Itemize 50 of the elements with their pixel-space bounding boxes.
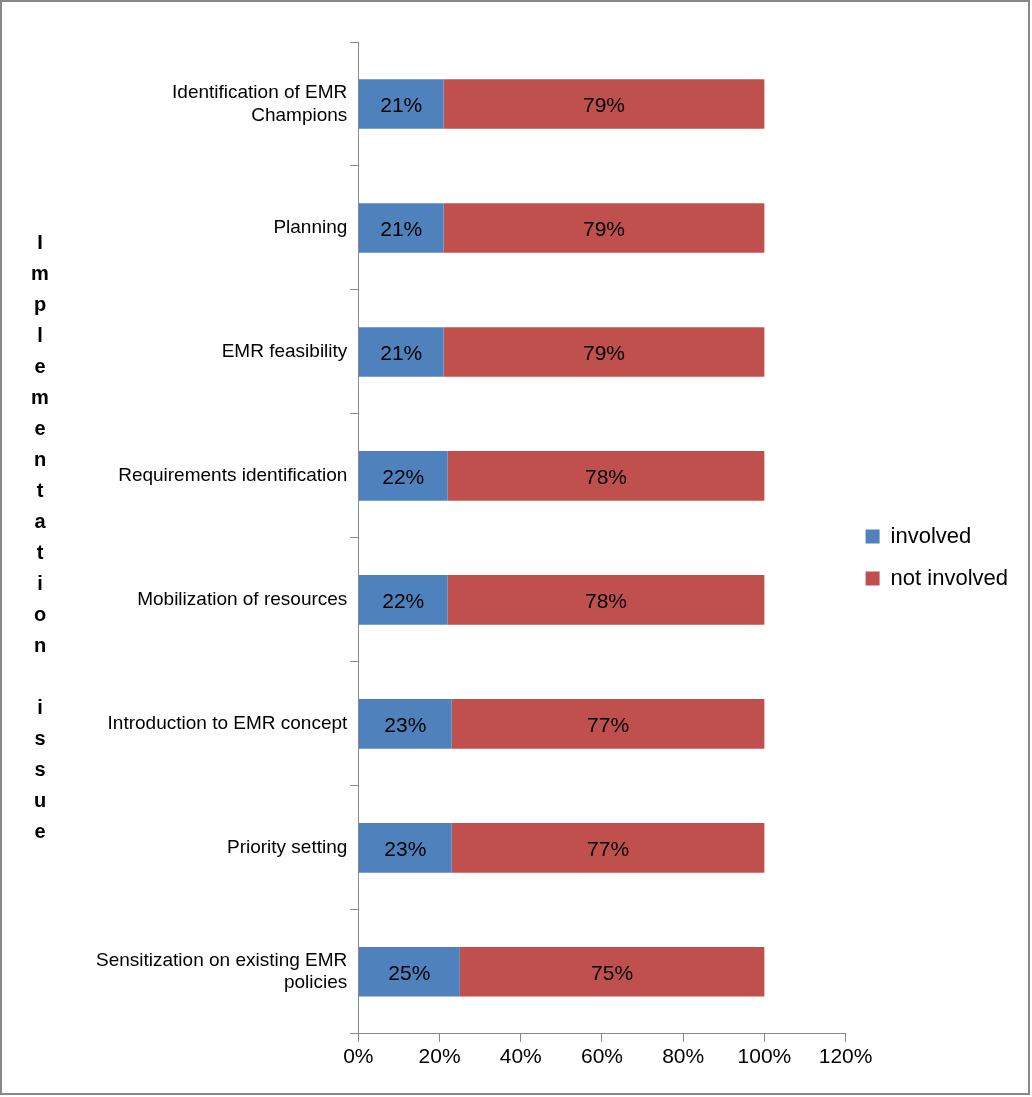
bar [358,327,444,377]
y-tick-label: Planning [273,216,348,238]
y-tick-label: Identification of EMR Champions [172,80,348,125]
bar [451,699,765,749]
x-tick-label: 0% [343,1044,374,1068]
y-tick-label: Priority setting [226,836,348,858]
bar [447,451,765,501]
x-tick-label: 40% [499,1044,542,1068]
bar [358,203,444,253]
data-label: 78% [585,588,628,612]
y-tick-label: Requirements identification [118,464,348,486]
data-label: 21% [380,92,423,116]
data-label: 23% [384,836,427,860]
bar [447,575,765,625]
data-label: 77% [587,712,630,736]
bar [358,451,448,501]
x-tick-label: 100% [737,1044,792,1068]
data-label: 77% [587,836,630,860]
x-tick-label: 80% [662,1044,705,1068]
bar [358,79,444,129]
data-label: 23% [384,712,427,736]
bar [358,575,448,625]
y-tick-label: Sensitization on existing EMR policies [96,948,348,993]
bar [451,823,765,873]
text: Implementation issue [31,230,49,842]
bar [443,79,765,129]
bar [358,699,452,749]
y-tick-label: Introduction to EMR concept [107,712,349,734]
x-tick-label: 120% [818,1044,873,1068]
x-tick-label: 20% [418,1044,461,1068]
data-label: 22% [382,464,425,488]
data-label: 78% [585,464,628,488]
data-label: 21% [380,216,423,240]
legend-label: not involved [890,564,1009,590]
bar [358,823,452,873]
x-tick-label: 60% [580,1044,623,1068]
legend-label: involved [890,522,972,548]
data-label: 25% [388,960,431,984]
y-tick-label: Mobilization of resources [137,588,348,610]
bar [443,203,765,253]
bar [358,947,460,997]
data-label: 79% [582,92,626,116]
bar [459,947,765,997]
y-tick-label: EMR feasibility [221,340,348,362]
data-label: 75% [591,960,634,984]
data-label: 79% [582,216,626,240]
data-label: 79% [582,340,626,364]
bar [443,327,765,377]
data-label: 21% [380,340,423,364]
data-label: 22% [382,588,425,612]
